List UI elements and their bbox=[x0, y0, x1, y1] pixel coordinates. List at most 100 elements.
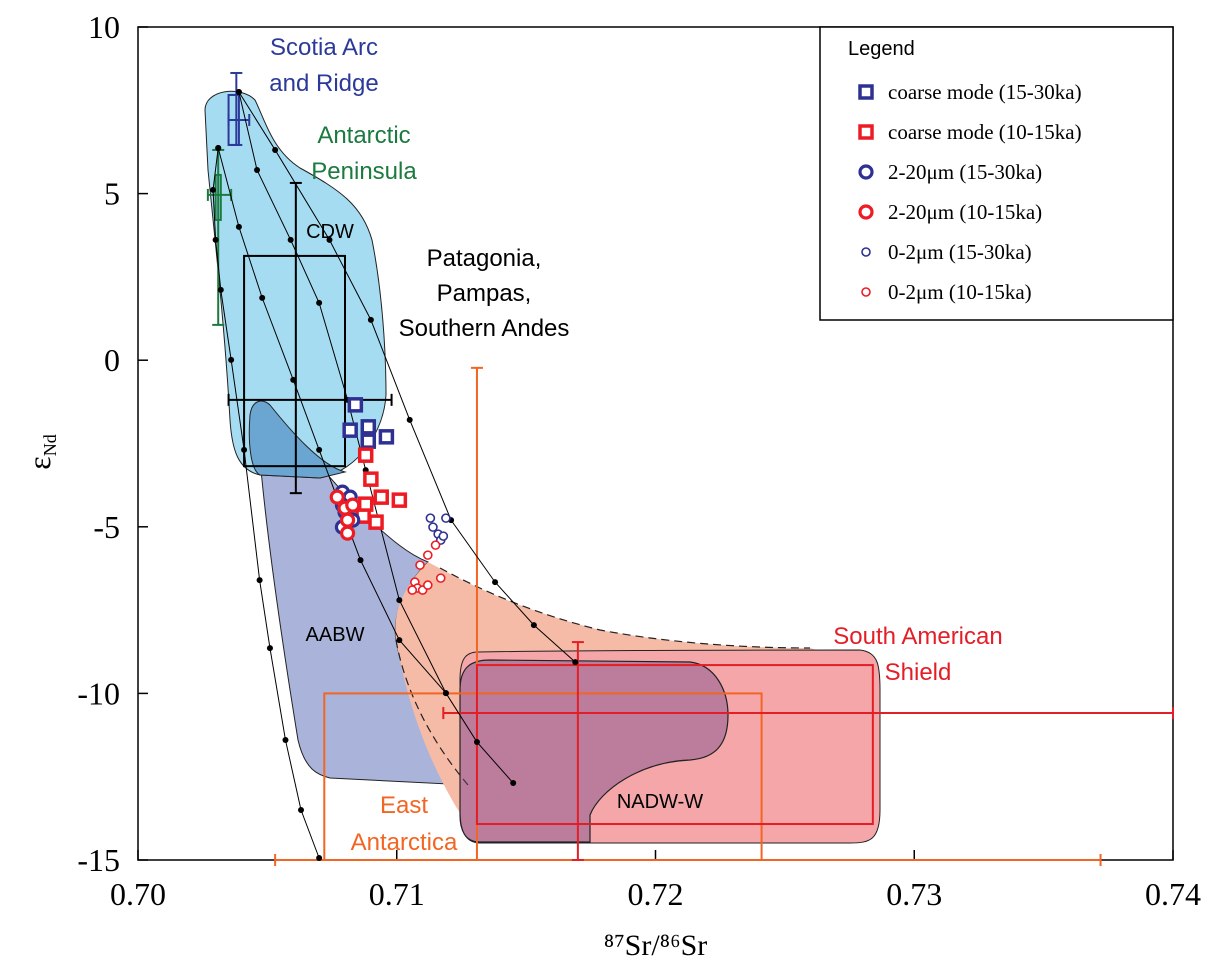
mixing-dot bbox=[228, 356, 235, 363]
data-point bbox=[430, 540, 441, 550]
mixing-dot bbox=[316, 299, 323, 306]
source-label: Peninsula bbox=[311, 158, 417, 185]
legend-marker bbox=[858, 124, 874, 140]
mixing-dot bbox=[357, 557, 364, 564]
data-point bbox=[363, 471, 379, 487]
data-point bbox=[347, 397, 364, 413]
source-label: South American bbox=[833, 623, 1002, 650]
region-label: NADW-W bbox=[617, 791, 703, 813]
legend-label: coarse mode (15-30ka) bbox=[888, 80, 1082, 104]
overlap-field bbox=[248, 400, 347, 479]
source-label: Antarctica bbox=[351, 829, 458, 856]
region-label: AABW bbox=[306, 624, 365, 646]
mixing-dot bbox=[406, 416, 413, 423]
mixing-dot bbox=[510, 780, 517, 787]
data-point bbox=[345, 497, 361, 513]
data-point bbox=[407, 585, 418, 595]
data-point bbox=[329, 489, 345, 505]
source-label: Patagonia, bbox=[427, 245, 542, 272]
nadw-field bbox=[459, 659, 729, 843]
legend-marker bbox=[861, 287, 871, 297]
source-label: Southern Andes bbox=[399, 315, 570, 342]
x-tick-label: 0.73 bbox=[886, 876, 942, 912]
mixing-line bbox=[217, 147, 447, 694]
x-tick-label: 0.72 bbox=[628, 876, 684, 912]
legend-marker bbox=[858, 164, 874, 180]
salmon-dashed-edge bbox=[395, 567, 811, 786]
source-label: Scotia Arc bbox=[270, 34, 378, 61]
source-box bbox=[243, 254, 346, 468]
data-point bbox=[441, 513, 451, 523]
mixing-dot bbox=[396, 597, 403, 604]
y-tick-label: 0 bbox=[104, 342, 120, 378]
data-point bbox=[391, 492, 408, 508]
mixing-dot bbox=[492, 579, 499, 586]
mixing-dot bbox=[298, 807, 305, 814]
mixing-dot bbox=[272, 146, 279, 153]
y-tick-label: -10 bbox=[77, 675, 120, 711]
source-label: and Ridge bbox=[269, 70, 378, 97]
data-point bbox=[428, 522, 438, 532]
source-label: East bbox=[380, 792, 428, 819]
mixing-dot bbox=[396, 637, 403, 644]
mixing-dot bbox=[212, 236, 219, 243]
mixing-dot bbox=[215, 144, 222, 151]
data-point bbox=[435, 573, 446, 583]
data-point bbox=[422, 580, 433, 590]
mixing-dot bbox=[254, 166, 261, 173]
data-point bbox=[438, 531, 449, 541]
source-label: Shield bbox=[885, 659, 952, 686]
x-tick-label: 0.71 bbox=[369, 876, 425, 912]
mixing-dot bbox=[256, 577, 263, 584]
legend-label: 2-20μm (10-15ka) bbox=[888, 200, 1042, 224]
mixing-dot bbox=[367, 316, 374, 323]
legend-box bbox=[819, 26, 1174, 321]
mixing-dot bbox=[266, 645, 273, 652]
data-point bbox=[357, 447, 374, 463]
mixing-dot bbox=[235, 88, 242, 95]
mixing-dot bbox=[316, 855, 323, 862]
x-tick-label: 0.70 bbox=[110, 876, 166, 912]
y-axis-subscript: Nd bbox=[40, 434, 60, 456]
legend-title: Legend bbox=[848, 38, 915, 60]
mixing-dot bbox=[287, 236, 294, 243]
legend-marker bbox=[858, 204, 874, 220]
y-axis-label: εNd bbox=[21, 434, 60, 469]
y-tick-label: -15 bbox=[77, 842, 120, 878]
mixing-dot bbox=[290, 376, 297, 383]
data-point bbox=[415, 560, 425, 570]
y-tick-label: 10 bbox=[88, 9, 120, 45]
mixing-dot bbox=[442, 690, 449, 697]
mixing-dot bbox=[235, 223, 242, 230]
mixing-dot bbox=[259, 294, 266, 301]
data-point bbox=[360, 433, 377, 449]
data-point bbox=[378, 429, 395, 445]
legend-marker bbox=[861, 247, 871, 257]
data-point bbox=[425, 513, 436, 523]
y-tick-label: 5 bbox=[104, 176, 120, 212]
data-point bbox=[339, 525, 356, 541]
legend-marker bbox=[858, 84, 874, 100]
mixing-dot bbox=[530, 622, 537, 629]
mixing-dot bbox=[326, 236, 333, 243]
mixing-dot bbox=[473, 739, 480, 746]
legend-label: 2-20μm (15-30ka) bbox=[888, 160, 1042, 184]
legend-label: 0-2μm (10-15ka) bbox=[888, 280, 1032, 304]
y-axis-symbol: ε bbox=[21, 456, 57, 469]
source-label: Antarctic bbox=[317, 122, 410, 149]
data-point bbox=[342, 422, 358, 438]
mixing-dot bbox=[241, 446, 248, 453]
data-point bbox=[373, 489, 389, 505]
source-label: Pampas, bbox=[437, 280, 532, 307]
mixing-dot bbox=[217, 286, 224, 293]
data-point bbox=[357, 496, 374, 512]
y-tick-label: -5 bbox=[93, 509, 120, 545]
data-point bbox=[360, 419, 377, 435]
region-label: CDW bbox=[306, 221, 354, 243]
data-point bbox=[422, 550, 433, 560]
mixing-dot bbox=[316, 446, 323, 453]
legend-label: 0-2μm (15-30ka) bbox=[888, 240, 1032, 264]
x-tick-label: 0.74 bbox=[1145, 876, 1201, 912]
